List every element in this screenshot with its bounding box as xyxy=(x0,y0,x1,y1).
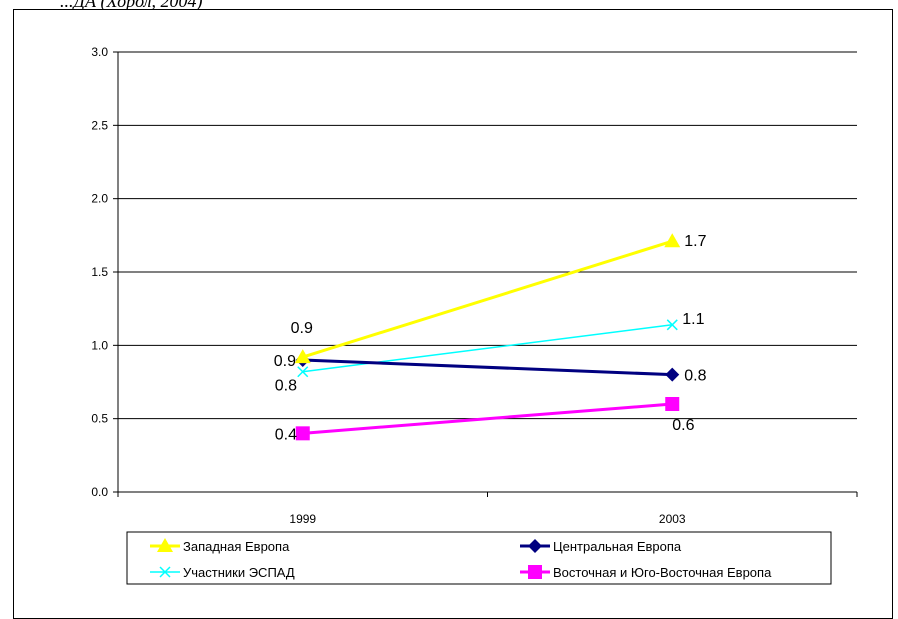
data-label: 0.8 xyxy=(275,378,297,395)
y-tick-label: 2.5 xyxy=(91,118,108,132)
chart-frame xyxy=(13,9,893,619)
y-tick-label: 3.0 xyxy=(91,45,108,59)
legend-item: Участники ЭСПАД xyxy=(150,565,295,580)
data-label: 1.1 xyxy=(682,311,704,328)
data-label: 1.7 xyxy=(684,233,706,250)
y-tick-label: 2.0 xyxy=(91,192,108,206)
x-marker-stroke xyxy=(159,566,171,578)
y-tick-label: 1.5 xyxy=(91,265,108,279)
series-lines xyxy=(302,239,673,435)
cut-off-caption: ...ДА (Хорол, 2004) xyxy=(60,0,203,11)
x-tick-label: 1999 xyxy=(289,512,316,526)
data-label: 0.9 xyxy=(274,353,296,370)
square-marker xyxy=(295,426,310,441)
series-line xyxy=(302,358,673,377)
x-tick-labels: 1999 2003 xyxy=(289,512,686,526)
data-label: 0.8 xyxy=(684,368,706,385)
data-labels: 0.9 1.7 0.9 0.8 0.8 1.1 0.4 0.6 xyxy=(274,233,707,443)
x-marker-stroke xyxy=(297,366,309,378)
legend-item: Западная Европа xyxy=(150,538,290,554)
legend-square-marker xyxy=(528,565,542,579)
y-tick-label: 1.0 xyxy=(91,338,108,352)
y-tick-labels: 0.0 0.5 1.0 1.5 2.0 2.5 3.0 xyxy=(91,45,108,499)
legend-label: Участники ЭСПАД xyxy=(183,565,295,580)
triangle-marker xyxy=(294,349,311,364)
legend-label: Западная Европа xyxy=(183,539,290,554)
x-tick-label: 2003 xyxy=(659,512,686,526)
legend-box xyxy=(126,531,832,585)
legend-label: Восточная и Юго-Восточная Европа xyxy=(553,565,772,580)
x-marker xyxy=(297,366,309,378)
legend-item: Восточная и Юго-Восточная Европа xyxy=(520,565,772,580)
legend-triangle-marker xyxy=(157,538,173,552)
legend-x-marker xyxy=(159,566,171,578)
legend-diamond-marker xyxy=(528,539,542,553)
data-label: 0.9 xyxy=(291,320,313,337)
series-line xyxy=(302,239,673,359)
x-marker-stroke xyxy=(666,319,678,331)
y-tick-label: 0.5 xyxy=(91,412,108,426)
legend-item: Центральная Европа xyxy=(520,539,682,554)
gridlines xyxy=(118,51,857,420)
legend-label: Центральная Европа xyxy=(553,539,682,554)
axes xyxy=(113,51,858,497)
legend: Западная Европа Центральная Европа Участни… xyxy=(126,531,832,585)
data-label: 0.6 xyxy=(672,417,694,434)
series-markers xyxy=(294,233,681,441)
series-line xyxy=(302,324,673,373)
square-marker xyxy=(665,397,680,411)
data-label: 0.4 xyxy=(275,426,297,443)
triangle-marker xyxy=(664,233,681,248)
series-line xyxy=(302,402,673,435)
diamond-marker xyxy=(665,367,680,382)
y-tick-label: 0.0 xyxy=(91,485,108,499)
line-chart: 0.00.51.01.52.02.53.0 1999 2003 0.91.70.9… xyxy=(91,45,858,585)
x-marker xyxy=(666,319,678,331)
